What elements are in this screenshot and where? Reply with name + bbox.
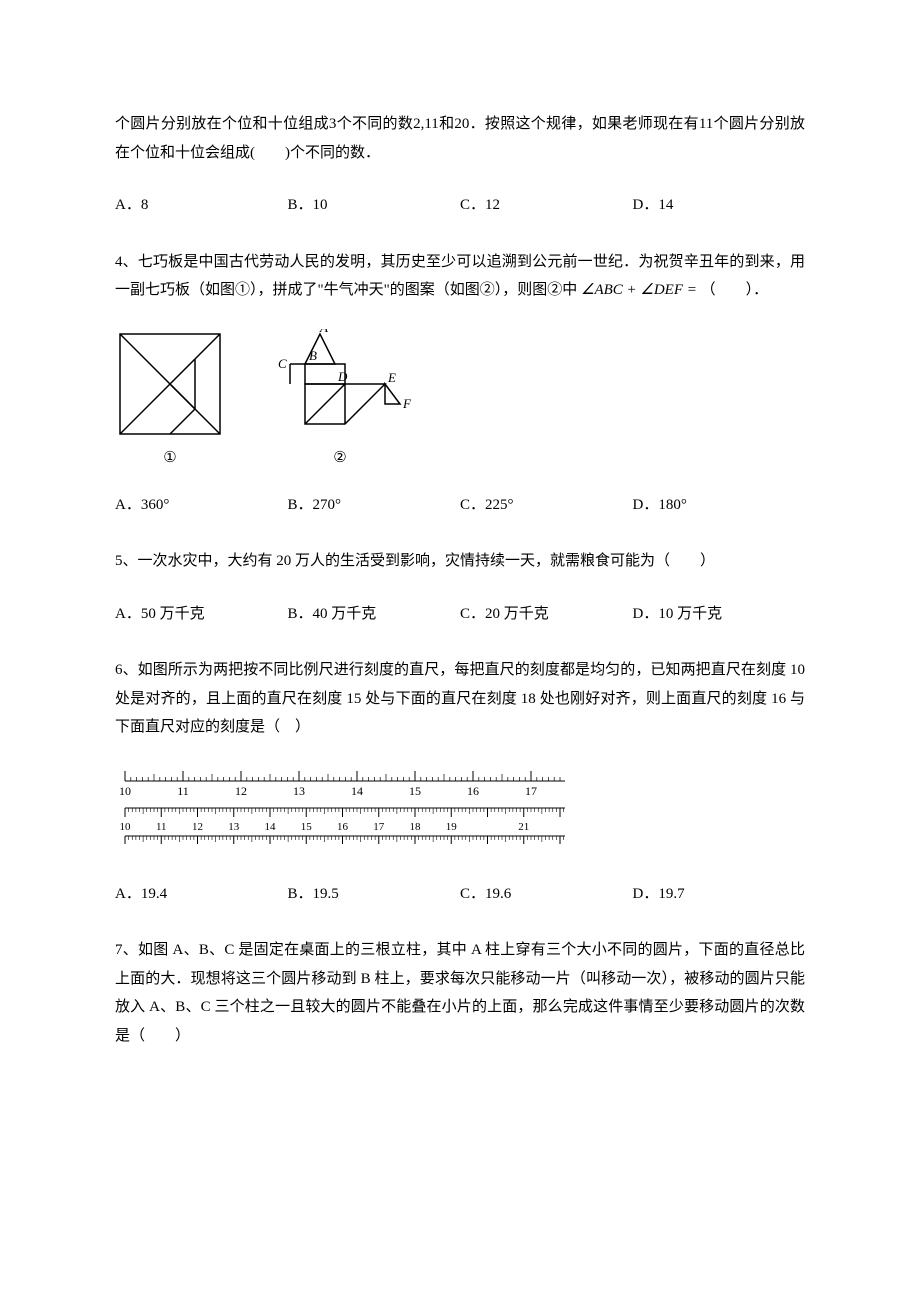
figure-1-label: ①	[163, 450, 176, 466]
q6-ruler-figure: 10 11 12 13 14 15 16 17 10 11 12 13 14 15 16 17 18 19 21	[115, 766, 805, 856]
q3-option-a: A．8	[115, 191, 288, 220]
q4-option-b: B．270°	[288, 491, 461, 520]
q4-options: A．360° B．270° C．225° D．180°	[115, 491, 805, 520]
q3-option-b: B．10	[288, 191, 461, 220]
svg-text:17: 17	[525, 784, 537, 798]
q6-option-d: D．19.7	[633, 880, 806, 909]
ruler-diagram: 10 11 12 13 14 15 16 17 10 11 12 13 14 15 16 17 18 19 21	[115, 766, 595, 856]
q3-option-d: D．14	[633, 191, 806, 220]
point-f: F	[402, 396, 412, 411]
q4-text-part2: （ ）．	[701, 282, 769, 298]
q6-option-b: B．19.5	[288, 880, 461, 909]
svg-text:11: 11	[177, 784, 189, 798]
svg-text:14: 14	[351, 784, 363, 798]
svg-text:16: 16	[337, 821, 349, 833]
figure-2-label: ②	[333, 450, 346, 466]
svg-text:21: 21	[518, 821, 529, 833]
q5-option-b: B．40 万千克	[288, 600, 461, 629]
svg-text:17: 17	[373, 821, 385, 833]
q4-option-a: A．360°	[115, 491, 288, 520]
point-b: B	[309, 348, 317, 363]
top-ruler: 10 11 12 13 14 15 16 17	[119, 771, 565, 798]
q3-continuation-text: 个圆片分别放在个位和十位组成3个不同的数2,11和20．按照这个规律，如果老师现…	[115, 110, 805, 167]
q6-option-a: A．19.4	[115, 880, 288, 909]
q5-text: 5、一次水灾中，大约有 20 万人的生活受到影响，灾情持续一天，就需粮食可能为（…	[115, 547, 805, 576]
svg-text:13: 13	[293, 784, 305, 798]
q3-text: 个圆片分别放在个位和十位组成3个不同的数2,11和20．按照这个规律，如果老师现…	[115, 116, 805, 161]
svg-text:19: 19	[446, 821, 458, 833]
q4-option-d: D．180°	[633, 491, 806, 520]
svg-text:11: 11	[156, 821, 167, 833]
svg-text:18: 18	[410, 821, 422, 833]
tangram-diagram: ① A B C D E F ②	[115, 329, 435, 469]
q5-option-a: A．50 万千克	[115, 600, 288, 629]
tangram-square: ①	[120, 334, 220, 466]
point-c: C	[278, 356, 287, 371]
svg-text:15: 15	[301, 821, 313, 833]
point-e: E	[387, 370, 396, 385]
q5-options: A．50 万千克 B．40 万千克 C．20 万千克 D．10 万千克	[115, 600, 805, 629]
svg-text:16: 16	[467, 784, 479, 798]
q4-angle-expression: ∠ABC + ∠DEF =	[581, 282, 697, 298]
bottom-ruler: 10 11 12 13 14 15 16 17 18 19 21	[120, 808, 566, 844]
tangram-ox: A B C D E F ②	[278, 329, 412, 466]
q6-option-c: C．19.6	[460, 880, 633, 909]
q7-text: 7、如图 A、B、C 是固定在桌面上的三根立柱，其中 A 柱上穿有三个大小不同的…	[115, 936, 805, 1050]
q4-option-c: C．225°	[460, 491, 633, 520]
q5-option-c: C．20 万千克	[460, 600, 633, 629]
svg-text:10: 10	[120, 821, 132, 833]
point-d: D	[337, 369, 348, 384]
svg-text:12: 12	[192, 821, 203, 833]
svg-text:12: 12	[235, 784, 247, 798]
q6-text: 6、如图所示为两把按不同比例尺进行刻度的直尺，每把直尺的刻度都是均匀的，已知两把…	[115, 656, 805, 742]
q5-option-d: D．10 万千克	[633, 600, 806, 629]
svg-text:14: 14	[265, 821, 277, 833]
q3-options: A．8 B．10 C．12 D．14	[115, 191, 805, 220]
q6-options: A．19.4 B．19.5 C．19.6 D．19.7	[115, 880, 805, 909]
point-a: A	[319, 329, 328, 335]
svg-text:15: 15	[409, 784, 421, 798]
q3-option-c: C．12	[460, 191, 633, 220]
svg-text:10: 10	[119, 784, 131, 798]
q4-figure: ① A B C D E F ②	[115, 329, 805, 469]
q4-text: 4、七巧板是中国古代劳动人民的发明，其历史至少可以追溯到公元前一世纪．为祝贺辛丑…	[115, 248, 805, 305]
svg-text:13: 13	[228, 821, 240, 833]
